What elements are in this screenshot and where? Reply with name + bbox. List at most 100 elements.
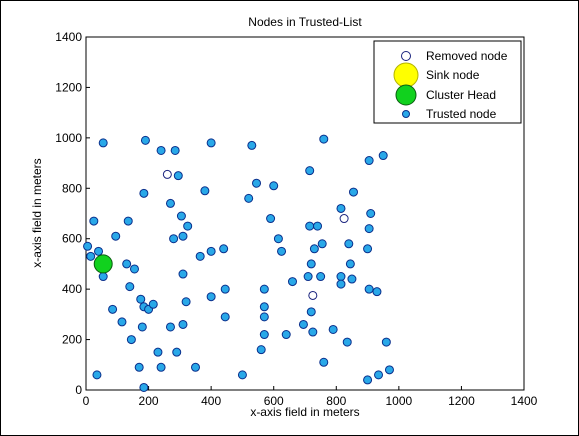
cluster-head-point xyxy=(93,254,113,274)
y-tick-label: 1400 xyxy=(55,30,82,44)
trusted-node-point xyxy=(348,187,358,197)
legend-label-cluster-head: Cluster Head xyxy=(426,88,496,102)
x-tick-label: 0 xyxy=(83,394,90,408)
trusted-node-point xyxy=(259,312,269,322)
legend-marker-cluster-head xyxy=(395,84,417,106)
trusted-node-point xyxy=(172,347,182,357)
trusted-node-point xyxy=(83,241,93,251)
trusted-node-point xyxy=(156,145,166,155)
legend-label-removed-node: Removed node xyxy=(426,49,508,63)
trusted-node-point xyxy=(89,216,99,226)
trusted-node-point xyxy=(169,234,179,244)
trusted-node-point xyxy=(313,221,323,231)
trusted-node-point xyxy=(336,203,346,213)
trusted-node-point xyxy=(92,370,102,380)
trusted-node-point xyxy=(200,186,210,196)
removed-node-point xyxy=(162,169,172,179)
trusted-node-point xyxy=(191,362,200,372)
trusted-node-point xyxy=(287,277,297,287)
trusted-node-point xyxy=(220,284,230,294)
removed-node-point xyxy=(308,290,318,300)
trusted-node-point xyxy=(220,312,230,322)
trusted-node-point xyxy=(125,282,135,292)
trusted-node-point xyxy=(206,246,216,256)
trusted-node-point xyxy=(183,221,193,231)
trusted-node-point xyxy=(165,322,175,332)
y-tick-label: 1000 xyxy=(55,131,82,145)
trusted-node-point xyxy=(381,337,391,347)
y-tick-label: 1200 xyxy=(55,80,82,94)
trusted-node-point xyxy=(122,259,132,269)
y-tick-label: 400 xyxy=(62,282,82,296)
legend-label-trusted-node: Trusted node xyxy=(426,107,497,121)
y-axis-title: x-axis field in meters xyxy=(30,158,44,267)
chart-title: Nodes in Trusted-List xyxy=(248,15,362,29)
trusted-node-point xyxy=(342,337,352,347)
trusted-node-point xyxy=(364,284,374,294)
trusted-node-point xyxy=(178,231,188,241)
trusted-node-point xyxy=(129,264,139,274)
trusted-node-point xyxy=(108,304,118,314)
trusted-node-point xyxy=(336,279,346,289)
trusted-node-point xyxy=(305,221,315,231)
trusted-node-point xyxy=(281,330,291,340)
trusted-node-point xyxy=(306,307,316,317)
trusted-node-point xyxy=(306,259,316,269)
trusted-node-point xyxy=(98,272,108,282)
trusted-node-point xyxy=(256,345,266,355)
trusted-node-point xyxy=(206,138,216,148)
trusted-node-point xyxy=(86,251,96,261)
trusted-node-point xyxy=(170,145,180,155)
trusted-node-point xyxy=(178,319,188,329)
trusted-node-point xyxy=(259,302,269,312)
trusted-node-point xyxy=(269,181,279,191)
y-tick-label: 0 xyxy=(75,383,82,397)
trusted-node-point xyxy=(94,246,104,256)
trusted-node-point xyxy=(244,193,254,203)
trusted-node-point xyxy=(303,272,313,282)
legend-marker-trusted-node xyxy=(402,110,410,118)
trusted-node-point xyxy=(364,224,374,234)
trusted-node-point xyxy=(178,269,188,279)
trusted-node-point xyxy=(319,134,329,144)
trusted-node-point xyxy=(237,370,247,380)
trusted-node-point xyxy=(206,292,216,302)
trusted-node-point xyxy=(374,370,384,380)
x-tick-label: 600 xyxy=(264,394,284,408)
legend-label-sink-node: Sink node xyxy=(426,68,480,82)
trusted-node-point xyxy=(319,357,329,367)
y-tick-label: 200 xyxy=(62,333,82,347)
trusted-node-point xyxy=(139,188,149,198)
trusted-node-point xyxy=(123,216,133,226)
axis-ticks: 0 200 400 600 800 1000 1200 1400 0 200 400 600 800 10… xyxy=(55,30,537,408)
legend-marker-removed-node xyxy=(401,51,411,61)
trusted-node-point xyxy=(336,272,346,282)
trusted-node-point xyxy=(165,198,175,208)
x-axis-title: x-axis field in meters xyxy=(250,405,359,419)
trusted-node-point xyxy=(305,166,315,176)
y-tick-label: 600 xyxy=(62,232,82,246)
x-tick-label: 800 xyxy=(326,394,346,408)
x-tick-label: 1400 xyxy=(511,394,538,408)
data-points xyxy=(83,134,394,392)
trusted-node-point xyxy=(328,324,338,334)
trusted-node-point xyxy=(111,231,121,241)
trusted-node-point xyxy=(252,178,262,188)
trusted-node-point xyxy=(363,375,373,385)
x-tick-label: 400 xyxy=(201,394,221,408)
trusted-node-point xyxy=(298,319,308,329)
trusted-node-point xyxy=(117,317,127,327)
legend: Removed node Sink node Cluster Head Trusted… xyxy=(373,40,522,124)
trusted-node-point xyxy=(347,274,357,284)
trusted-node-point xyxy=(136,294,146,304)
legend-marker-sink-node xyxy=(393,62,419,88)
x-tick-label: 1200 xyxy=(448,394,475,408)
trusted-node-point xyxy=(156,362,166,372)
x-tick-label: 200 xyxy=(139,394,159,408)
trusted-node-point xyxy=(372,287,382,297)
trusted-node-point xyxy=(173,171,183,181)
trusted-node-point xyxy=(153,347,163,357)
trusted-node-point xyxy=(137,322,147,332)
